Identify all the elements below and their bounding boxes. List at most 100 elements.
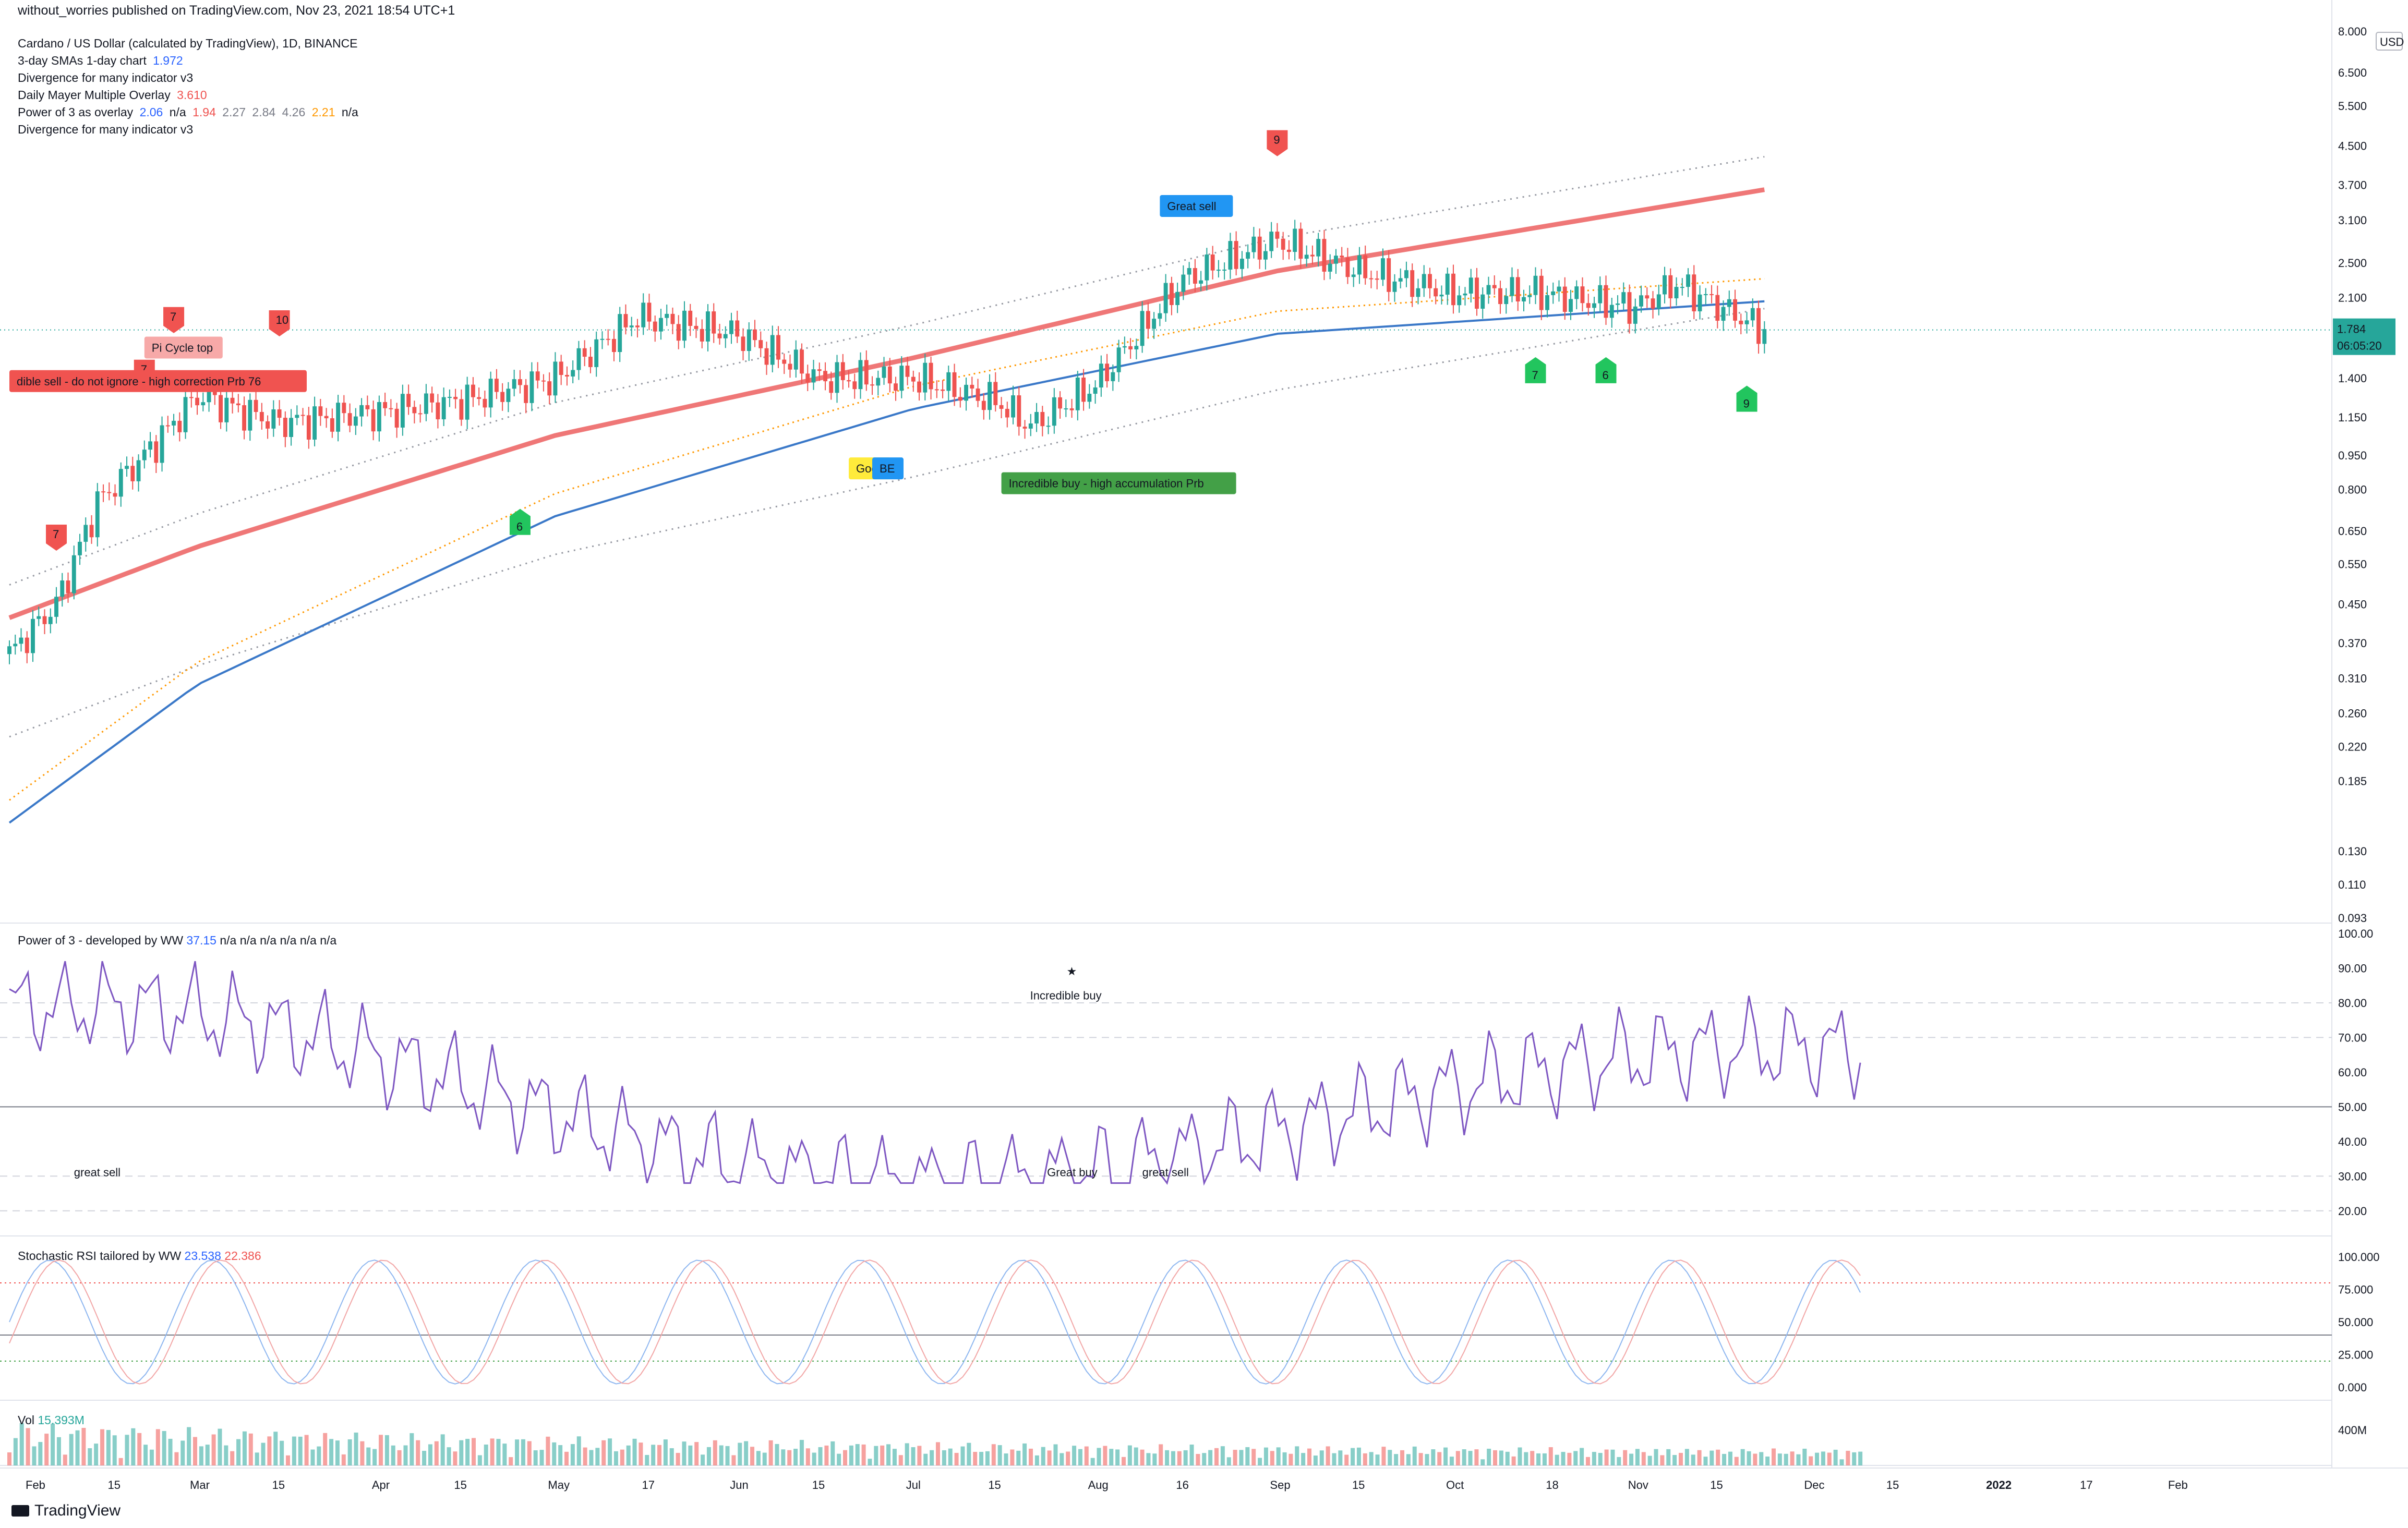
time-tick: 15: [988, 1478, 1001, 1491]
volume-bar: [1258, 1458, 1262, 1465]
candle-body: [1293, 228, 1297, 252]
candle-body: [1527, 295, 1532, 297]
volume-bar: [32, 1446, 37, 1465]
volume-bar: [1493, 1450, 1497, 1465]
candle-body: [1686, 274, 1690, 287]
stoch-title: Stochastic RSI tailored by WW: [18, 1249, 182, 1263]
volume-bar: [589, 1450, 594, 1465]
volume-bar: [1790, 1451, 1795, 1465]
candle-body: [840, 362, 845, 380]
volume-bar: [1821, 1451, 1825, 1465]
candle-body: [1562, 286, 1567, 312]
tradingview-logo[interactable]: TradingView: [11, 1502, 121, 1520]
candle-body: [1205, 254, 1209, 281]
volume-bar: [892, 1449, 897, 1465]
candle-body: [958, 397, 962, 401]
volume-bar: [1152, 1453, 1157, 1465]
volume-bar: [292, 1436, 296, 1465]
candle-body: [406, 394, 411, 407]
candle-body: [1163, 283, 1168, 313]
candle-body: [723, 334, 728, 338]
volume-bar: [1654, 1449, 1658, 1465]
candle-body: [729, 320, 733, 334]
volume-bar: [193, 1437, 197, 1465]
candle-body: [653, 321, 657, 332]
candle-body: [529, 371, 534, 403]
candle-body: [1750, 308, 1755, 321]
volume-bar: [1022, 1443, 1027, 1465]
volume-bar: [1016, 1450, 1021, 1465]
volume-bar: [509, 1457, 513, 1465]
be-label-bg: [872, 457, 904, 480]
legend-mayer[interactable]: Daily Mayer Multiple Overlay 3.610: [18, 88, 210, 102]
volume-bar: [1703, 1457, 1708, 1465]
candle-body: [1715, 295, 1720, 321]
volume-bar: [682, 1441, 687, 1465]
candle-body: [776, 335, 780, 360]
candle-body: [882, 366, 886, 378]
candle-body: [465, 384, 469, 420]
volume-bar: [1462, 1449, 1466, 1465]
price-tick: 0.370: [2338, 637, 2367, 650]
legend-divergence-1[interactable]: Divergence for many indicator v3: [18, 71, 194, 84]
volume-bar: [521, 1439, 525, 1465]
candle-body: [336, 403, 341, 432]
volume-title: Vol: [18, 1413, 34, 1427]
candle-body: [1322, 239, 1327, 272]
legend-divergence-2[interactable]: Divergence for many indicator v3: [18, 123, 194, 136]
volume-bar: [1134, 1447, 1138, 1465]
tradingview-logo-icon: [11, 1505, 29, 1517]
candle-body: [594, 339, 599, 367]
volume-bar: [453, 1451, 457, 1465]
candle-body: [1674, 287, 1679, 299]
candle-body: [1087, 394, 1092, 402]
candle-body: [852, 381, 857, 390]
candle-body: [483, 398, 487, 408]
price-tick: 4.500: [2338, 140, 2367, 153]
candle-body: [330, 418, 334, 432]
volume-bar: [558, 1445, 563, 1465]
volume-bar: [1375, 1454, 1380, 1465]
volume-bar: [1127, 1445, 1132, 1465]
price-tick: 0.800: [2338, 483, 2367, 496]
time-tick: Dec: [1804, 1478, 1824, 1491]
candle-body: [1392, 281, 1397, 292]
legend-sma[interactable]: 3-day SMAs 1-day chart 1.972: [18, 54, 186, 68]
volume-bar: [837, 1453, 841, 1465]
candle-body: [688, 310, 693, 326]
volume-bar: [930, 1450, 934, 1465]
volume-bar: [1263, 1447, 1268, 1465]
candle-body: [588, 356, 593, 367]
candle-body: [1422, 274, 1426, 288]
price-tick: 0.310: [2338, 672, 2367, 685]
legend-power3[interactable]: Power of 3 as overlay 2.06 n/a 1.94 2.27…: [18, 105, 362, 119]
volume-bar: [1833, 1449, 1838, 1465]
candle-body: [1621, 292, 1626, 304]
price-tick: 3.100: [2338, 214, 2367, 227]
time-tick: Nov: [1628, 1478, 1648, 1491]
volume-bar: [1709, 1450, 1714, 1465]
volume-bar: [861, 1444, 866, 1465]
volume-bar: [917, 1446, 922, 1465]
volume-pane-title[interactable]: Vol 15.393M: [18, 1413, 85, 1427]
volume-bar: [1734, 1457, 1739, 1465]
stoch-pane-title[interactable]: Stochastic RSI tailored by WW 23.538 22.…: [18, 1249, 261, 1263]
volume-bar: [1728, 1451, 1732, 1465]
volume-bar: [335, 1440, 340, 1465]
volume-bar: [942, 1450, 946, 1465]
time-tick: 15: [812, 1478, 825, 1491]
volume-bar: [44, 1434, 49, 1465]
candle-body: [1351, 274, 1356, 277]
candle-body: [1463, 293, 1467, 296]
volume-bar: [799, 1440, 804, 1465]
candle-body: [1551, 291, 1556, 295]
power3-extra-3: n/a: [280, 933, 297, 947]
candle-body: [1486, 285, 1491, 295]
candle-body: [1522, 297, 1526, 302]
candle-body: [970, 384, 974, 389]
candle-body: [1639, 295, 1643, 307]
candle-body: [764, 348, 769, 365]
candle-body: [887, 366, 892, 384]
power3-pane-title[interactable]: Power of 3 - developed by WW 37.15 n/a n…: [18, 933, 336, 948]
